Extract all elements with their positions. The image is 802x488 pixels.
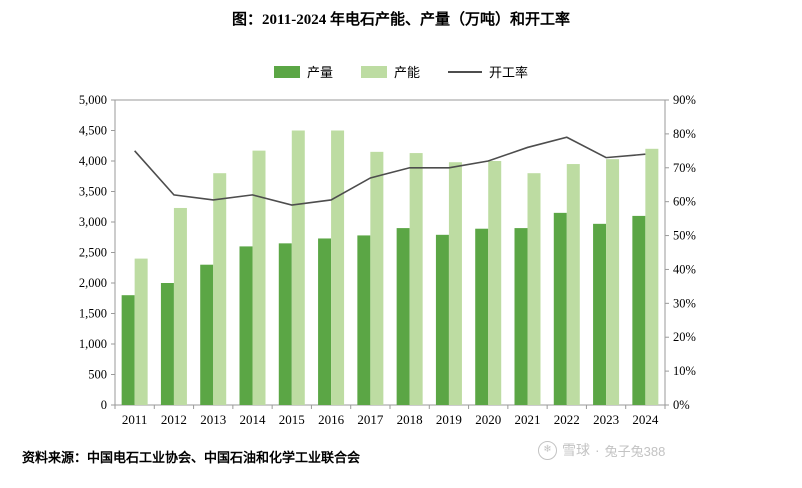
- output-bar: [318, 238, 332, 405]
- right-axis-label: 80%: [673, 127, 696, 141]
- x-axis-label: 2015: [279, 412, 305, 427]
- left-axis-label: 1,500: [79, 307, 107, 321]
- watermark-brand: 雪球: [562, 442, 590, 458]
- output-bar: [160, 283, 174, 405]
- left-axis-label: 500: [88, 368, 107, 382]
- left-axis-label: 5,000: [79, 93, 107, 107]
- watermark: ❄ 雪球 · 兔子兔388: [538, 440, 665, 460]
- output-bar: [200, 264, 214, 405]
- output-bar: [278, 243, 292, 405]
- capacity-bar: [173, 207, 187, 405]
- x-axis-label: 2024: [632, 412, 659, 427]
- right-axis-label: 60%: [673, 195, 696, 209]
- left-axis-label: 3,000: [79, 215, 107, 229]
- left-axis-label: 4,500: [79, 124, 107, 138]
- snowflake-logo-icon: ❄: [538, 440, 557, 460]
- left-axis-label: 3,500: [79, 185, 107, 199]
- capacity-bar: [448, 162, 462, 405]
- capacity-bar: [606, 159, 620, 405]
- left-axis-label: 2,500: [79, 246, 107, 260]
- capacity-bar: [291, 130, 305, 405]
- legend-item-capacity: 产能: [360, 62, 420, 81]
- legend-rate-label: 开工率: [489, 65, 529, 80]
- right-axis-label: 20%: [673, 330, 696, 344]
- legend-item-output: 产量: [273, 62, 333, 81]
- left-axis-label: 1,000: [79, 337, 107, 351]
- chart-title: 图：2011-2024 年电石产能、产量（万吨）和开工率: [232, 12, 570, 28]
- output-bar: [475, 228, 489, 405]
- source-note: 资料来源：中国电石工业协会、中国石油和化学工业联合会: [22, 450, 361, 465]
- x-axis-label: 2016: [318, 412, 345, 427]
- output-bar: [593, 223, 607, 405]
- capacity-bar: [252, 150, 266, 405]
- x-axis-label: 2012: [161, 412, 187, 427]
- watermark-separator: ·: [595, 442, 600, 458]
- output-swatch-icon: [273, 65, 300, 78]
- output-bar: [553, 212, 567, 405]
- rate-line: [134, 136, 646, 206]
- output-bar: [514, 228, 528, 405]
- capacity-bar: [370, 151, 384, 405]
- output-bar: [396, 228, 410, 405]
- output-bar: [239, 246, 253, 405]
- output-bar: [435, 234, 449, 405]
- capacity-bar: [134, 258, 148, 405]
- left-axis-label: 0: [101, 398, 107, 412]
- chart-legend: 产量 产能 开工率: [0, 62, 802, 81]
- capacity-bar: [645, 148, 659, 406]
- capacity-bar: [213, 173, 227, 405]
- left-axis-label: 2,000: [79, 276, 107, 290]
- x-axis-label: 2018: [397, 412, 423, 427]
- x-axis-label: 2022: [554, 412, 580, 427]
- right-axis-label: 10%: [673, 364, 696, 378]
- x-axis-label: 2019: [436, 412, 462, 427]
- capacity-swatch-icon: [360, 65, 387, 78]
- right-axis-label: 50%: [673, 229, 696, 243]
- x-axis-label: 2021: [515, 412, 541, 427]
- x-axis-label: 2023: [593, 412, 619, 427]
- legend-capacity-label: 产能: [393, 65, 420, 80]
- capacity-bar: [409, 153, 423, 405]
- x-axis-label: 2014: [240, 412, 267, 427]
- output-bar: [632, 215, 646, 405]
- capacity-bar: [488, 161, 502, 405]
- output-bar: [357, 235, 371, 405]
- x-axis-label: 2011: [122, 412, 148, 427]
- right-axis-label: 30%: [673, 296, 696, 310]
- legend-output-label: 产量: [306, 65, 333, 80]
- rate-line-swatch-icon: [448, 70, 482, 73]
- right-axis-label: 70%: [673, 161, 696, 175]
- right-axis-label: 40%: [673, 262, 696, 276]
- watermark-user: 兔子兔388: [604, 443, 666, 459]
- capacity-bar: [527, 173, 541, 405]
- legend-item-rate: 开工率: [448, 62, 528, 81]
- capacity-bar: [566, 164, 580, 405]
- x-axis-label: 2020: [475, 412, 501, 427]
- capacity-bar: [331, 130, 345, 405]
- right-axis-label: 0%: [673, 398, 690, 412]
- output-bar: [121, 295, 135, 405]
- x-axis-label: 2017: [357, 412, 384, 427]
- left-axis-label: 4,000: [79, 154, 107, 168]
- right-axis-label: 90%: [673, 93, 696, 107]
- x-axis-label: 2013: [200, 412, 226, 427]
